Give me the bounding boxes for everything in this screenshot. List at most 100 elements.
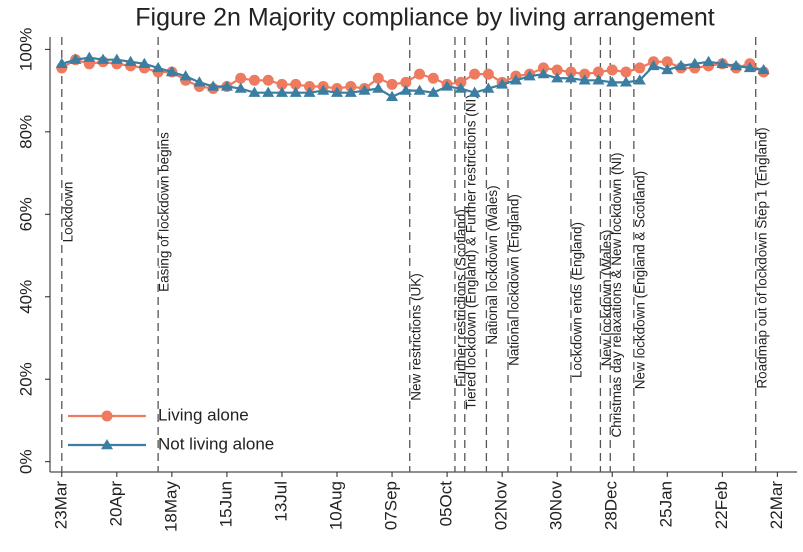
x-tick-label: 22Mar: [767, 481, 786, 530]
series-line: [61, 56, 764, 99]
y-tick-label: 0%: [16, 449, 35, 474]
marker: [83, 51, 96, 62]
marker: [523, 70, 536, 81]
legend-label: Not living alone: [158, 434, 274, 453]
x-tick-label: 20Apr: [106, 481, 125, 527]
marker: [743, 61, 756, 73]
marker: [276, 78, 288, 90]
y-tick-label: 80%: [16, 115, 35, 149]
marker: [469, 68, 481, 80]
marker: [414, 68, 426, 80]
marker: [235, 72, 247, 84]
marker: [399, 84, 412, 95]
annotation-label: Easing of lockdown begins: [157, 132, 172, 292]
marker: [716, 57, 729, 69]
marker: [427, 72, 439, 84]
marker: [441, 80, 454, 91]
marker: [606, 76, 619, 87]
marker: [165, 66, 178, 77]
y-tick-label: 100%: [16, 28, 35, 71]
marker: [97, 53, 110, 64]
annotation-label: National lockdown (England): [507, 194, 522, 366]
marker: [331, 86, 344, 97]
marker: [344, 86, 357, 97]
x-tick-label: 05Oct: [437, 481, 456, 527]
marker: [606, 64, 618, 76]
marker: [55, 57, 68, 69]
marker: [592, 66, 604, 78]
marker: [509, 74, 522, 85]
marker: [688, 57, 701, 69]
legend-marker: [101, 410, 113, 422]
x-tick-label: 30Nov: [547, 481, 566, 531]
marker: [702, 55, 715, 66]
marker: [496, 78, 509, 89]
annotation-label: Roadmap out of lockdown Step 1 (England): [754, 127, 769, 388]
marker: [661, 56, 673, 68]
marker: [317, 84, 330, 95]
x-tick-label: 13Jul: [271, 481, 290, 522]
annotation-label: New restrictions (UK): [408, 273, 423, 401]
marker: [303, 86, 316, 97]
annotation-label: New lockdown (England & Scotland): [632, 171, 647, 389]
marker: [303, 80, 315, 92]
marker: [551, 72, 564, 83]
legend-marker: [101, 439, 113, 450]
annotation-label: National lockdown (Wales): [485, 185, 500, 344]
marker: [620, 66, 632, 78]
marker: [413, 84, 426, 95]
x-tick-label: 28Dec: [602, 481, 621, 531]
marker: [730, 59, 743, 71]
marker: [372, 82, 385, 93]
y-tick-label: 60%: [16, 197, 35, 231]
x-tick-label: 15Jun: [216, 481, 235, 527]
annotation-label: Lockdown: [60, 182, 75, 243]
marker: [289, 86, 302, 97]
x-tick-label: 23Mar: [51, 481, 70, 530]
marker: [262, 74, 274, 86]
marker: [634, 62, 646, 74]
marker: [358, 84, 371, 95]
marker: [454, 82, 467, 93]
series-line: [61, 58, 765, 90]
annotation-label: Tiered lockdown (England) & Further rest…: [463, 94, 478, 409]
marker: [262, 86, 275, 97]
x-tick-label: 10Aug: [326, 481, 345, 530]
marker: [537, 62, 549, 74]
marker: [124, 55, 137, 66]
marker: [578, 74, 591, 85]
marker: [372, 72, 384, 84]
marker: [275, 86, 288, 97]
marker: [551, 64, 563, 76]
marker: [234, 82, 247, 93]
legend-label: Living alone: [158, 405, 249, 424]
marker: [138, 57, 151, 69]
marker: [564, 72, 577, 83]
marker: [592, 74, 605, 85]
marker: [565, 66, 577, 78]
marker: [482, 68, 494, 80]
marker: [400, 76, 412, 88]
marker: [248, 74, 260, 86]
marker: [179, 70, 192, 81]
marker: [248, 86, 261, 97]
marker: [69, 53, 82, 64]
marker: [152, 61, 165, 73]
marker: [220, 80, 233, 91]
marker: [579, 68, 591, 80]
y-tick-label: 40%: [16, 280, 35, 314]
x-tick-label: 02Nov: [492, 481, 511, 531]
x-tick-label: 25Jan: [657, 481, 676, 527]
marker: [647, 59, 660, 71]
x-tick-label: 22Feb: [712, 481, 731, 529]
marker: [207, 80, 220, 91]
marker: [386, 90, 399, 101]
marker: [193, 76, 206, 87]
marker: [427, 86, 440, 97]
x-tick-label: 07Sep: [382, 481, 401, 530]
x-tick-label: 18May: [161, 481, 180, 533]
marker: [661, 63, 674, 75]
marker: [757, 63, 770, 75]
annotation-label: Lockdown ends (England): [569, 222, 584, 378]
